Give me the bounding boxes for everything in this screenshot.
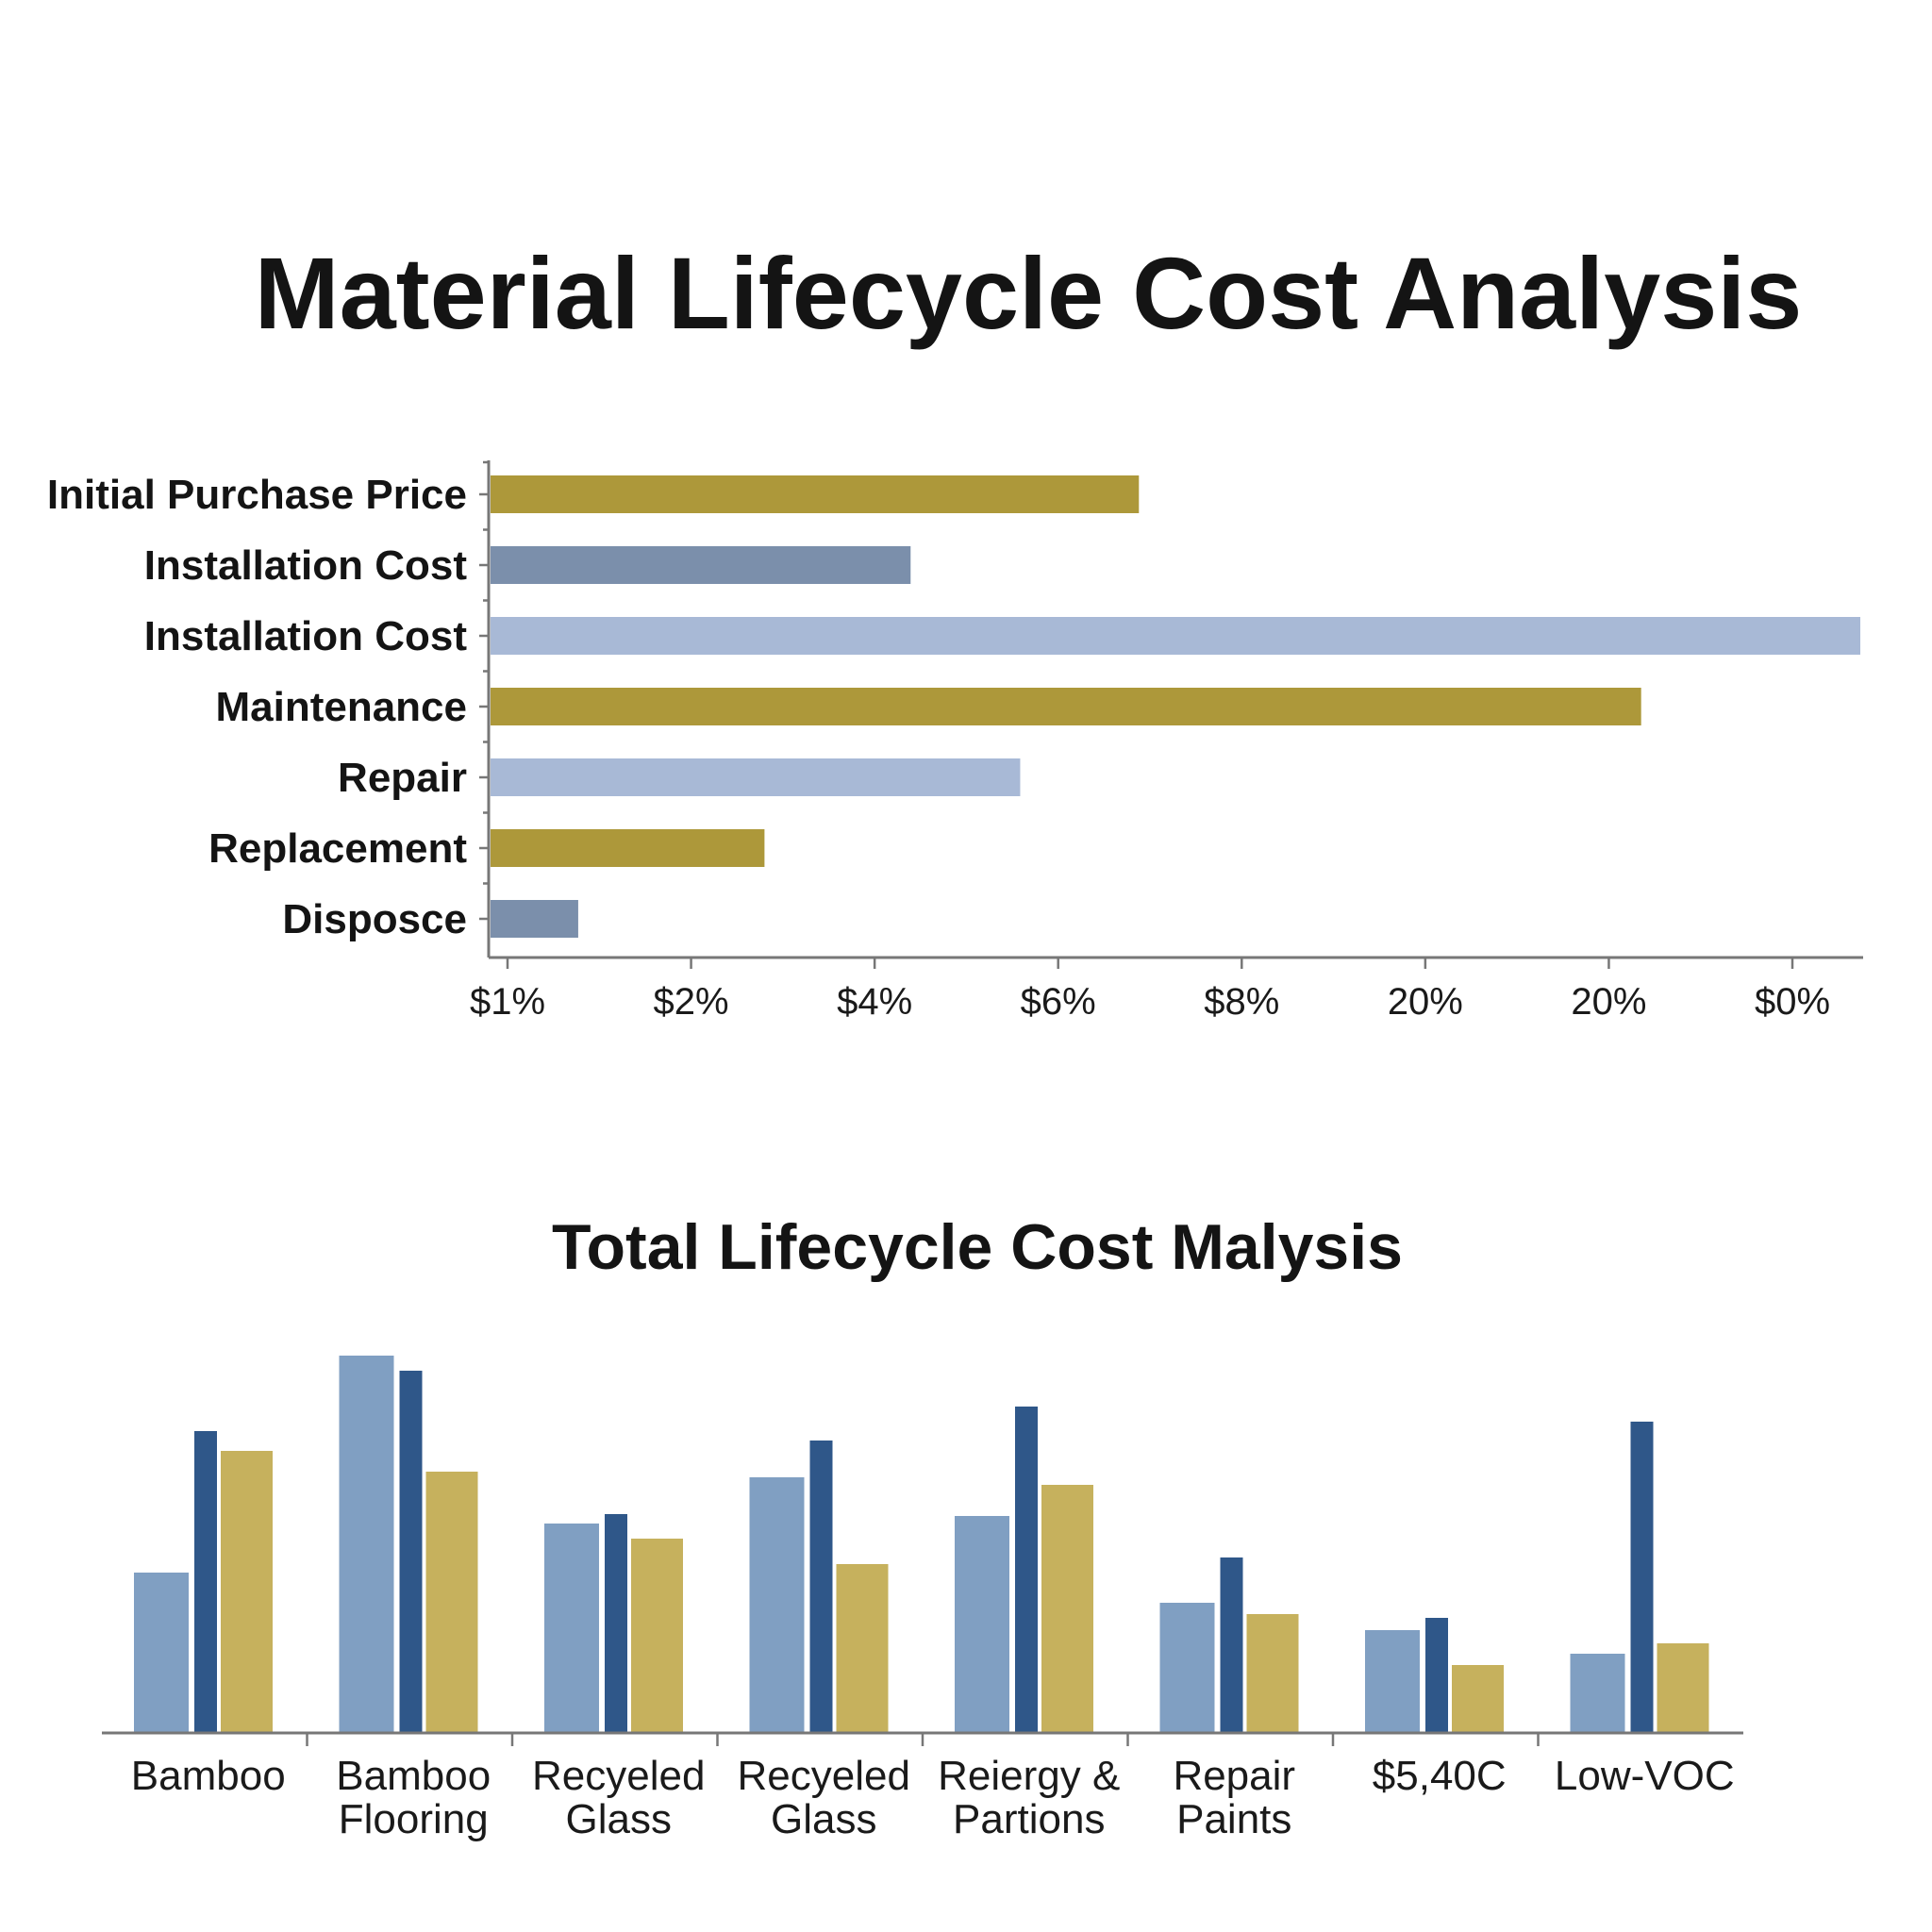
bar-7-2 [1425, 1618, 1448, 1733]
x-tick-label: $6% [1021, 981, 1096, 1023]
x-tick-label: $8% [1204, 981, 1279, 1023]
bar-5 [491, 758, 1021, 796]
bar-6 [491, 829, 765, 867]
category-label: Reiergy & Partions [938, 1753, 1120, 1842]
bar-1-1 [134, 1573, 189, 1733]
bar-5-1 [955, 1516, 1009, 1733]
category-label: Repair [338, 755, 467, 801]
category-label: Replacement [208, 825, 467, 872]
bar-3-1 [544, 1524, 599, 1733]
category-label: Bamboo [131, 1753, 286, 1799]
bar-6-3 [1246, 1614, 1299, 1733]
x-tick-label: $2% [654, 981, 729, 1023]
bar-1-2 [194, 1431, 217, 1733]
bar-4-2 [809, 1441, 833, 1733]
bar-4 [491, 688, 1641, 725]
x-tick-label: 20% [1571, 981, 1646, 1023]
bar-1 [491, 475, 1140, 513]
bar-7 [491, 900, 578, 938]
bar-6-1 [1159, 1603, 1215, 1733]
bar-2 [491, 546, 911, 584]
category-label: Low-VOC [1555, 1753, 1735, 1799]
bar-5-3 [1041, 1485, 1093, 1733]
bar-2-3 [425, 1472, 478, 1733]
x-tick-label: $0% [1755, 981, 1830, 1023]
bar-4-1 [749, 1477, 805, 1733]
bar-8-2 [1630, 1422, 1654, 1733]
total-cost-chart-title: Total Lifecycle Cost Malysis [552, 1211, 1403, 1283]
bar-5-2 [1015, 1407, 1038, 1733]
bar-3-3 [631, 1539, 683, 1733]
category-label: Recyeled Glass [738, 1753, 910, 1842]
bar-8-3 [1657, 1643, 1709, 1733]
category-label: Recyeled Glass [532, 1753, 705, 1842]
bar-1-3 [221, 1451, 273, 1733]
category-label: Maintenance [215, 684, 467, 730]
bar-6-2 [1220, 1557, 1243, 1733]
bar-3-2 [605, 1514, 627, 1733]
category-label: Disposce [282, 896, 467, 942]
category-label: Installation Cost [144, 613, 468, 659]
bar-7-3 [1452, 1665, 1504, 1733]
category-label: Bamboo Flooring [336, 1753, 491, 1842]
category-label: Initial Purchase Price [47, 472, 467, 518]
bar-8-1 [1570, 1654, 1625, 1733]
bar-2-2 [399, 1371, 423, 1733]
category-label: Repair Paints [1173, 1753, 1295, 1842]
lifecycle-cost-hbar-chart: Initial Purchase Price Installation Cost I… [47, 460, 1863, 1023]
category-label: Installation Cost [144, 542, 468, 589]
x-tick-label: $4% [837, 981, 912, 1023]
bar-7-1 [1365, 1630, 1420, 1733]
chart-title: Material Lifecycle Cost Analysis [254, 236, 1803, 350]
category-label: $5,40C [1373, 1753, 1507, 1799]
x-tick-label: $1% [470, 981, 545, 1023]
x-tick-label: 20% [1388, 981, 1463, 1023]
bar-3 [491, 617, 1860, 655]
bar-2-1 [339, 1356, 394, 1733]
bar-4-3 [836, 1564, 889, 1733]
